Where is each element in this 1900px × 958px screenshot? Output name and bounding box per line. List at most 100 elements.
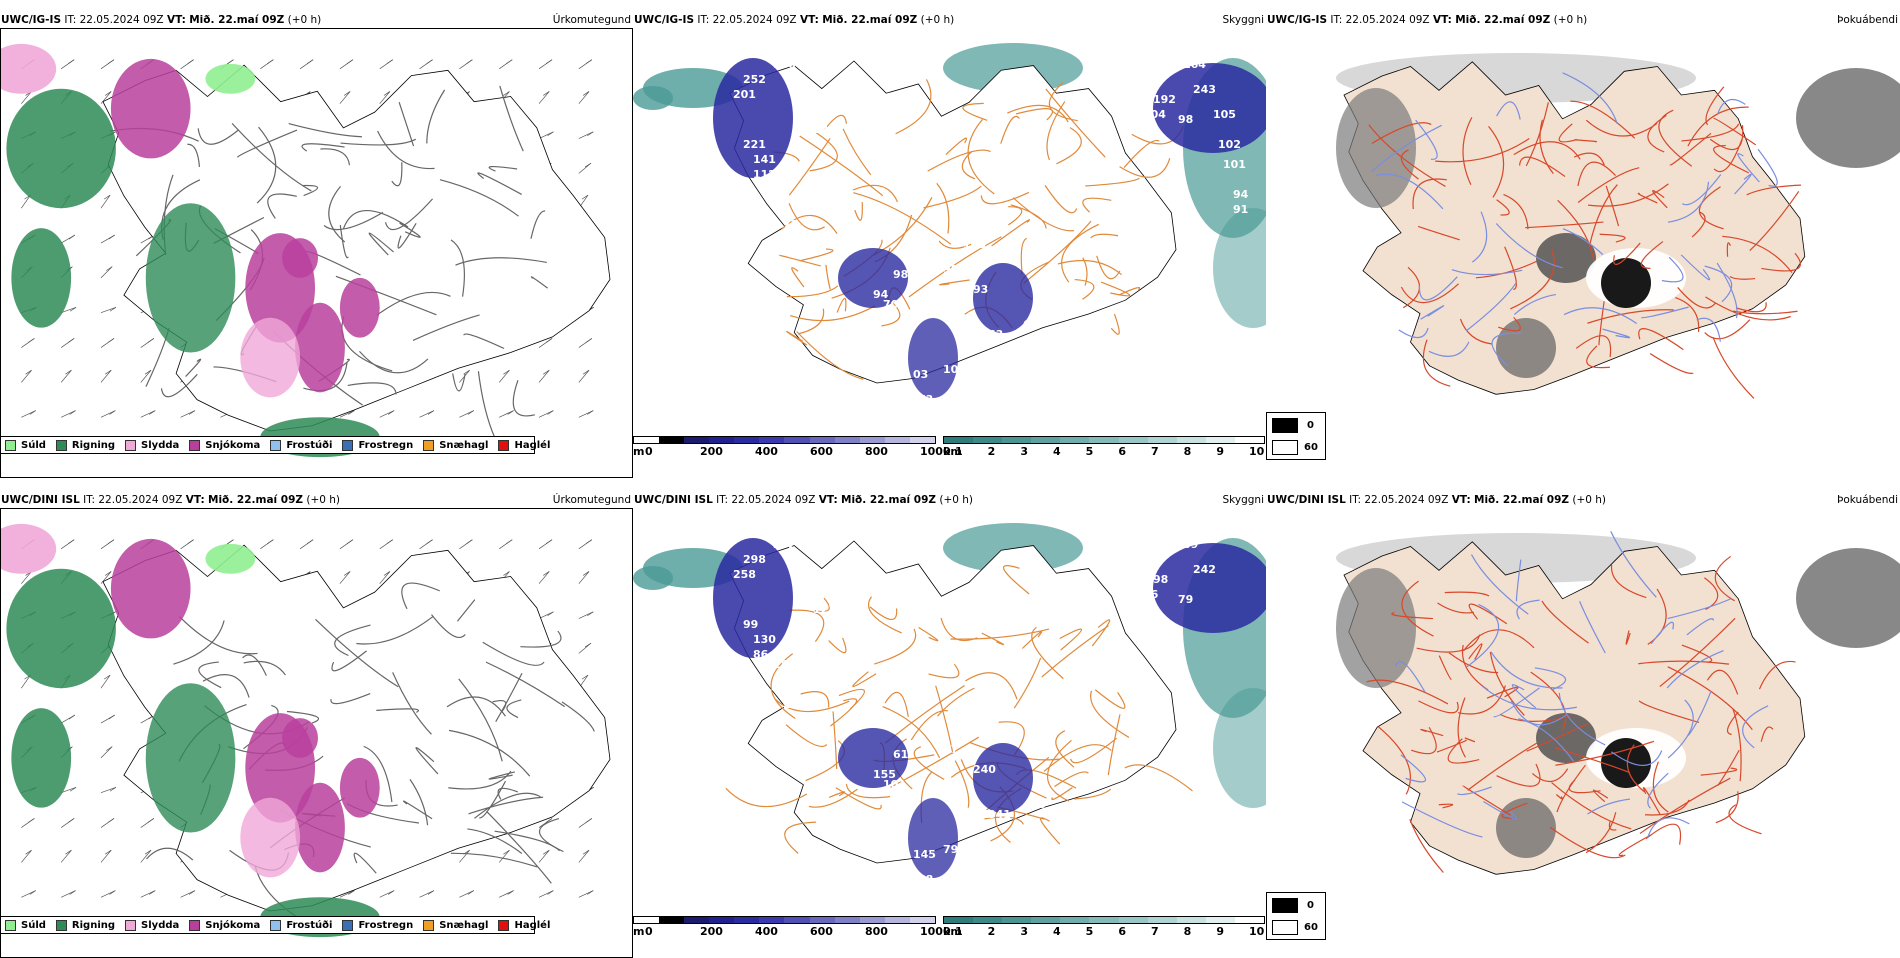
wind-barb (339, 91, 351, 104)
legend-entry: Frostregn (342, 439, 413, 451)
road-line (1435, 138, 1530, 163)
road-line (938, 240, 972, 249)
fog-swatch-black (1272, 898, 1298, 913)
fog-swatch-white (1272, 440, 1298, 455)
colorbar-swatch (1031, 437, 1061, 443)
road-line (1041, 625, 1109, 678)
road-line (376, 291, 451, 316)
road-line (832, 711, 838, 770)
wind-barb-feather (503, 369, 510, 375)
visibility-ticks: km 1 2 3 4 5 6 7 8 9 10 (943, 924, 1265, 938)
road-line (1468, 603, 1508, 625)
road-line (1409, 819, 1444, 873)
road-line (1717, 749, 1740, 786)
legend-entry: Frostúði (270, 919, 332, 931)
road-line (1729, 276, 1756, 280)
road-line (1039, 817, 1061, 845)
wind-barb-feather (383, 571, 391, 576)
road-line (1760, 726, 1774, 742)
road-line (1518, 718, 1575, 762)
low-cloud-area (973, 263, 1033, 333)
road-line (468, 796, 544, 815)
road-line (791, 267, 805, 288)
colorbar-swatch (859, 437, 885, 443)
legend-label: Súld (21, 439, 46, 451)
wind-barb-feather (584, 162, 592, 168)
road-line (910, 710, 948, 741)
road-line (786, 330, 808, 346)
wind-barb (60, 410, 76, 418)
road-line (347, 382, 397, 395)
road-line (488, 771, 515, 780)
fog-area (1796, 68, 1900, 168)
road-line (334, 624, 371, 657)
road-line (789, 609, 825, 642)
road-line (1549, 826, 1626, 859)
colorbar-tick: 10 (1249, 445, 1265, 458)
road-line (1605, 185, 1620, 227)
road-line (1677, 287, 1716, 309)
colorbar-swatch (659, 437, 685, 443)
colorbar-swatch (759, 437, 785, 443)
legend-swatch (423, 439, 435, 451)
road-line (800, 691, 830, 708)
colorbar-swatch (1176, 437, 1206, 443)
road-line (1639, 777, 1731, 835)
road-line (1082, 197, 1112, 213)
road-line (882, 705, 941, 759)
road-line (1118, 286, 1141, 296)
colorbar-swatch (909, 917, 935, 923)
legend-label: Rigning (71, 439, 116, 451)
road-line (799, 248, 834, 262)
colorbar-tick: 1000 (920, 925, 951, 938)
wind-barb (60, 369, 72, 383)
road-line (179, 616, 258, 655)
panel-header: UWC/IG-IS IT: 22.05.2024 09Z VT: Mið. 22… (1267, 14, 1898, 26)
panel-title: Skyggni (1222, 494, 1265, 506)
road-line (467, 828, 523, 854)
fog-legend-high: 60 (1304, 442, 1318, 453)
road-line (1680, 254, 1711, 281)
wind-barb-feather (346, 539, 354, 544)
panel-title: Úrkomutegund (552, 14, 631, 26)
wind-barb-feather (109, 786, 117, 792)
road-line (1575, 335, 1612, 358)
wind-barb (21, 194, 31, 209)
cloud-height-label: 104 (1143, 108, 1166, 121)
colorbar-swatch (634, 437, 660, 443)
road-line (231, 122, 312, 192)
cloud-height-label: 168 (913, 893, 936, 898)
road-line (980, 191, 1030, 205)
road-line (1638, 660, 1730, 665)
road-line (1398, 327, 1429, 339)
wind-barb-feather (105, 849, 112, 855)
road-line (1401, 580, 1434, 637)
legend-entry: Slydda (125, 439, 179, 451)
legend-entry: Súld (5, 439, 46, 451)
fog-index-map (1336, 53, 1900, 399)
road-line (1481, 685, 1577, 711)
wind-barb (498, 849, 510, 863)
colorbar-swatch (1089, 917, 1119, 923)
wind-barb-feather (107, 338, 115, 343)
road-line (1410, 726, 1437, 755)
colorbar-swatch (709, 437, 735, 443)
road-line (1558, 123, 1578, 143)
road-line (1002, 565, 1030, 595)
cloud-height-label: 258 (733, 568, 756, 581)
wind-barb-feather (106, 746, 113, 751)
road-line (1568, 779, 1601, 794)
low-visibility-area (1213, 208, 1266, 328)
cloud-height-label: 77 (943, 743, 958, 756)
road-line (391, 162, 403, 187)
road-line (954, 760, 970, 808)
road-line (1577, 161, 1616, 187)
wind-barb (538, 611, 554, 619)
cloud-height-label: 153 (968, 808, 991, 821)
legend-label: Haglél (514, 919, 551, 931)
road-line (1451, 269, 1523, 276)
road-line (913, 746, 945, 780)
road-line (1000, 115, 1020, 144)
colorbar-swatch (1002, 437, 1032, 443)
